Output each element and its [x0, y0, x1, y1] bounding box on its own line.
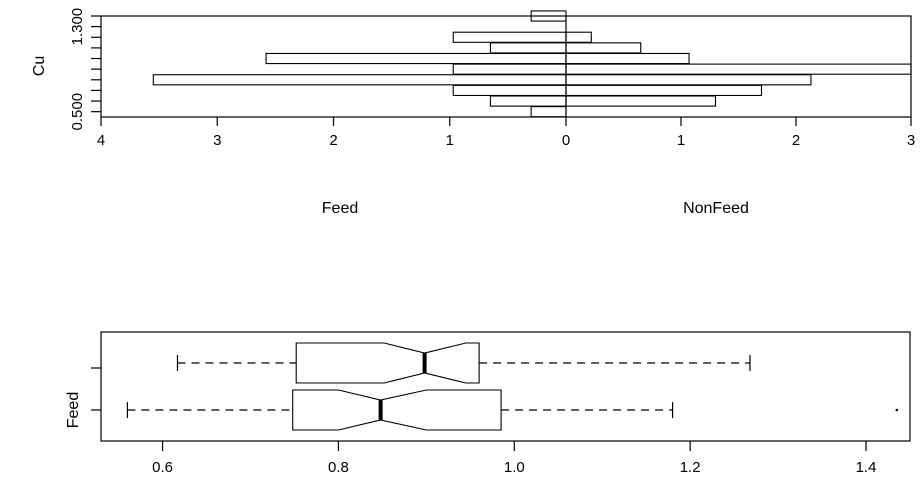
nonfeed-side-label: NonFeed	[683, 200, 749, 217]
feed-bar	[489, 42, 567, 54]
histogram-x-tick-label: 0	[562, 132, 570, 149]
histogram-y-label: Cu	[31, 56, 48, 76]
boxplot-x-tick-label: 1.0	[504, 459, 525, 476]
nonfeed-bar	[565, 42, 642, 54]
histogram-x-tick-label: 2	[792, 132, 800, 149]
feed-bar	[530, 106, 567, 118]
boxplot-panel: 0.6 0.8 1.0 1.2 1.4 Feed	[65, 331, 911, 476]
feed-bar	[452, 63, 567, 75]
histogram-x-tick-label: 3	[213, 132, 221, 149]
histogram-y-tick-label: 1.300	[69, 8, 86, 46]
histogram-x-tick-label: 1	[677, 132, 685, 149]
feed-bar	[265, 52, 567, 65]
nonfeed-bar	[565, 84, 763, 97]
boxplot-frame	[100, 331, 911, 442]
feed-bar	[452, 31, 567, 43]
nonfeed-bar	[565, 95, 717, 107]
nonfeed-bar	[565, 31, 592, 43]
feed-bar	[452, 84, 567, 97]
boxplot-x-tick-label: 0.8	[328, 459, 349, 476]
nonfeed-bar	[565, 74, 812, 86]
nonfeed-bars	[565, 31, 912, 107]
feed-bar	[152, 74, 567, 86]
histogram-y-axis: 0.500 1.300	[69, 8, 101, 131]
feed-side-label: Feed	[322, 200, 358, 217]
histogram-panel: 4 3 2 1 0 1 2 3 0.500 1.300 Cu Feed NonFeed	[31, 8, 915, 217]
boxplot-x-tick-label: 1.2	[680, 459, 701, 476]
nonfeed-bar	[565, 63, 912, 75]
boxplot-x-axis: 0.6 0.8 1.0 1.2 1.4	[152, 441, 876, 476]
histogram-frame	[100, 15, 912, 118]
notched-box	[292, 389, 502, 431]
nonfeed-bar	[565, 52, 690, 65]
boxplot-x-tick-label: 0.6	[152, 459, 173, 476]
feed-bar	[489, 95, 567, 107]
boxplot-y-label: Feed	[65, 392, 82, 428]
histogram-y-tick-label: 0.500	[69, 93, 86, 131]
notched-box	[295, 342, 480, 384]
histogram-x-axis: 4 3 2 1 0 1 2 3	[97, 117, 915, 149]
boxplots	[126, 342, 899, 431]
feed-bar	[530, 10, 567, 22]
boxplot-x-tick-label: 1.4	[856, 459, 877, 476]
histogram-x-tick-label: 4	[97, 132, 105, 149]
histogram-x-tick-label: 2	[329, 132, 337, 149]
histogram-x-tick-label: 3	[907, 132, 915, 149]
outlier-point	[895, 408, 899, 412]
feed-bars	[152, 10, 567, 118]
histogram-x-tick-label: 1	[446, 132, 454, 149]
